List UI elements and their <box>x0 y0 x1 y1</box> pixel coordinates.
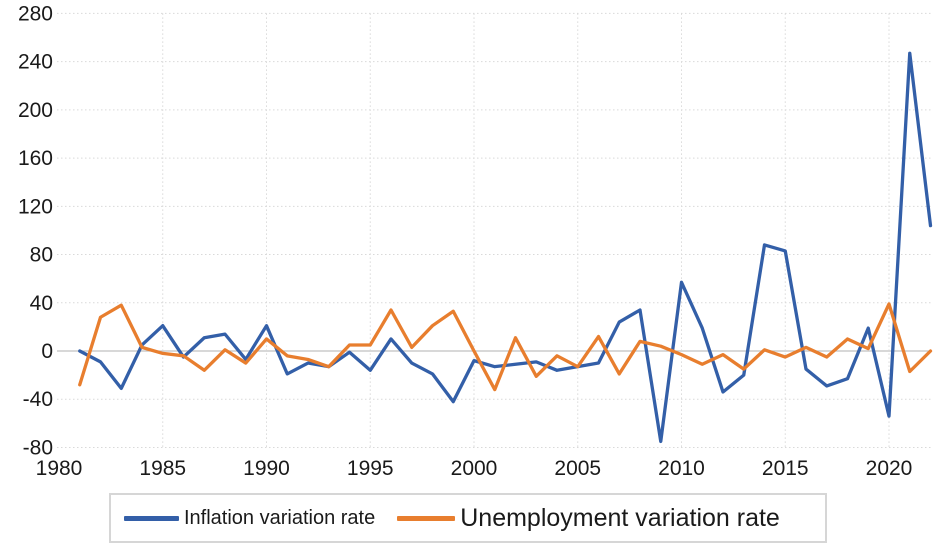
y-tick-label: -80 <box>23 436 53 459</box>
x-tick-label: 2020 <box>866 457 913 480</box>
x-tick-label: 2010 <box>658 457 705 480</box>
y-tick-label: 200 <box>18 99 53 122</box>
y-tick-label: 280 <box>18 2 53 25</box>
y-tick-label: 160 <box>18 147 53 170</box>
series-line-inflation <box>78 51 933 444</box>
inflation-line-swatch <box>124 515 179 521</box>
x-tick-label: 1980 <box>36 457 83 480</box>
legend-item-inflation: Inflation variation rate <box>124 507 375 530</box>
series-line-unemployment <box>78 302 933 392</box>
y-tick-label: -40 <box>23 388 53 411</box>
y-tick-label: 0 <box>41 340 53 363</box>
x-tick-label: 1995 <box>347 457 394 480</box>
y-tick-label: 240 <box>18 51 53 74</box>
legend-label-unemployment: Unemployment variation rate <box>460 503 780 532</box>
legend-item-unemployment: Unemployment variation rate <box>397 504 780 533</box>
y-tick-label: 120 <box>18 195 53 218</box>
x-tick-label: 1985 <box>139 457 186 480</box>
y-tick-label: 40 <box>30 292 53 315</box>
legend: Inflation variation rate Unemployment va… <box>109 493 827 543</box>
y-tick-label: 80 <box>30 244 53 267</box>
x-tick-label: 2000 <box>451 457 498 480</box>
x-tick-label: 2015 <box>762 457 809 480</box>
x-tick-label: 2005 <box>554 457 601 480</box>
unemployment-line-swatch <box>397 515 456 521</box>
legend-label-inflation: Inflation variation rate <box>184 506 376 529</box>
x-tick-label: 1990 <box>243 457 290 480</box>
